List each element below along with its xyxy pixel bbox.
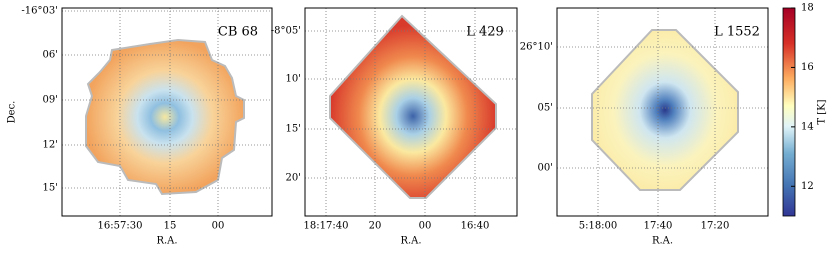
x-tick-label: 00 <box>212 221 225 232</box>
colorbar-label: T [K] <box>817 99 828 124</box>
x-axis-label: R.A. <box>400 236 421 247</box>
map-l1552 <box>591 29 739 191</box>
x-axis-label: R.A. <box>156 236 177 247</box>
x-axis-label: R.A. <box>652 236 673 247</box>
y-tick-label: 15' <box>286 124 301 135</box>
x-tick-label: 17:20 <box>701 221 730 232</box>
y-tick-label: 10' <box>286 74 301 85</box>
axes-frame <box>304 7 518 217</box>
x-tick-label: 5:18:00 <box>579 221 618 232</box>
x-tick-label: 18:17:40 <box>304 221 349 232</box>
y-tick-label: 00' <box>538 163 553 174</box>
x-tick-label: 15 <box>164 221 177 232</box>
map-cb68 <box>85 38 245 196</box>
y-tick-label: 06' <box>43 50 58 61</box>
panel-title: L 1552 <box>714 25 760 40</box>
colorbar <box>782 7 796 217</box>
x-tick-label: 00 <box>419 221 432 232</box>
x-tick-label: 17:40 <box>644 221 673 232</box>
y-tick-label: -16°03' <box>21 6 58 17</box>
colorbar-tick-label: 14 <box>801 121 814 132</box>
y-tick-label: 20' <box>286 173 301 184</box>
y-tick-label: 12' <box>43 140 58 151</box>
axes-frame <box>61 7 273 217</box>
y-axis-label: Dec. <box>7 101 18 124</box>
y-tick-label: 15' <box>43 183 58 194</box>
colorbar-tick-label: 12 <box>801 181 814 192</box>
panel-title: L 429 <box>466 25 504 40</box>
colorbar-tick-label: 16 <box>801 62 814 73</box>
maps <box>85 14 739 199</box>
colorbar-tick-label: 18 <box>801 3 814 14</box>
y-tick-label: 05' <box>538 103 553 114</box>
y-tick-label: 09' <box>43 95 58 106</box>
y-tick-label: -8°05' <box>271 26 301 37</box>
x-tick-label: 16:57:30 <box>98 221 143 232</box>
panel-title: CB 68 <box>218 25 258 40</box>
x-tick-label: 16:40 <box>461 221 490 232</box>
y-tick-label: 26°10' <box>520 42 553 53</box>
axes-frame <box>556 7 769 217</box>
x-tick-label: 20 <box>369 221 382 232</box>
map-l429 <box>329 14 497 199</box>
